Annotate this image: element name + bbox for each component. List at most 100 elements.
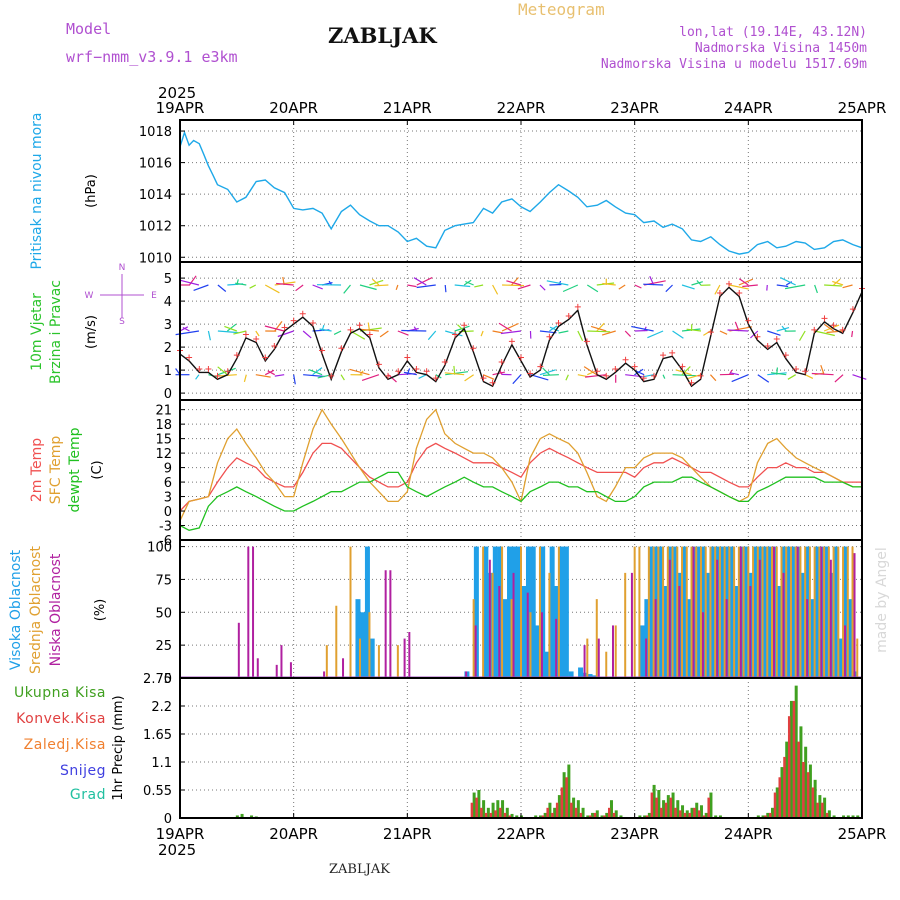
wind-barb <box>480 330 484 337</box>
y-tick-label: 1016 <box>139 157 172 172</box>
wind-barb <box>672 374 697 377</box>
precip-bar-total <box>775 787 779 818</box>
wind-speed-mark <box>480 375 487 382</box>
wind-barb <box>255 374 271 378</box>
precip-bar-convective <box>560 787 564 818</box>
wind-barb <box>787 374 796 380</box>
wind-speed-mark <box>773 336 780 343</box>
cloud-bar-high <box>492 546 498 678</box>
top-date-label: 21APR <box>383 99 432 117</box>
wind-barb <box>267 370 276 376</box>
cloud-bar-high <box>776 586 782 678</box>
cloud-bar-high <box>563 546 569 678</box>
cloud-bar-high <box>587 674 593 678</box>
wind-barb <box>820 365 825 375</box>
wind-barb <box>395 284 399 290</box>
precip-bar-convective <box>503 812 507 818</box>
y-tick-label: -6 <box>159 534 172 549</box>
precip-bar-total <box>699 805 703 818</box>
precip-bar-total <box>647 812 651 818</box>
wind-speed-mark <box>527 370 534 377</box>
wind-speed-mark <box>404 354 411 361</box>
precip-legend-item-3: Zaledj.Kisa <box>24 737 106 753</box>
precip-bar-convective <box>546 807 549 818</box>
precip-bar-convective <box>707 797 710 818</box>
cloud-legend-low: Niska Oblacnost <box>48 553 64 666</box>
wind-barb <box>662 374 666 379</box>
precip-bar-total <box>619 815 623 818</box>
wind-speed-mark <box>583 338 590 345</box>
model-elevation: Nadmorska Visina u modelu 1517.69m <box>600 57 867 72</box>
wind-barb <box>427 330 437 341</box>
precip-bar-total <box>477 790 481 818</box>
wind-unit-label: (m/s) <box>84 315 99 349</box>
wind-barb <box>729 284 749 290</box>
precip-bar-convective <box>787 716 791 818</box>
wind-barb <box>274 374 285 377</box>
y-tick-label: 12 <box>155 447 172 462</box>
wind-barb <box>295 284 304 292</box>
y-tick-label: 5 <box>164 272 172 287</box>
precip-bar-total <box>496 800 500 818</box>
precip-bar-total <box>666 795 670 818</box>
wind-barb <box>643 283 664 286</box>
precip-bar-total <box>761 815 765 818</box>
y-tick-label: 6 <box>164 476 172 491</box>
wind-speed-mark <box>366 331 373 338</box>
wind-barb <box>511 277 519 286</box>
cloud-bar-high <box>639 625 645 678</box>
precip-bar-convective <box>783 756 786 818</box>
wind-barb <box>182 326 190 332</box>
precip-bar-total <box>510 813 514 818</box>
precip-bar-total <box>827 810 831 818</box>
wind-barb <box>649 276 655 286</box>
wind-speed-mark <box>498 359 505 366</box>
compass-s: S <box>119 317 125 327</box>
wind-speed-mark <box>470 345 477 352</box>
cloud-bar-high <box>743 546 749 678</box>
wind-barb <box>308 369 323 376</box>
precip-bar-total <box>543 812 547 818</box>
wind-speed-mark <box>356 322 363 329</box>
top-date-label: 19APR <box>156 99 205 117</box>
wind-speed-mark <box>830 322 837 329</box>
wind-speed-mark <box>622 356 629 363</box>
cloud-bar-high <box>734 586 740 678</box>
precip-bar-convective <box>769 812 772 818</box>
wind-barb <box>558 330 569 334</box>
wind-speed-mark <box>413 365 420 372</box>
wind-barb <box>361 374 380 381</box>
precip-bar-convective <box>551 812 554 818</box>
wind-barb <box>539 369 556 376</box>
precip-bar-total <box>785 741 789 818</box>
grid-layer <box>180 120 862 819</box>
precip-bar-convective <box>821 802 824 818</box>
wind-barb <box>681 366 691 376</box>
wind-barb <box>631 325 654 332</box>
wind-speed-mark <box>688 379 695 386</box>
cloud-bar-high <box>753 546 759 678</box>
wind-barb <box>727 329 749 332</box>
cloud-bar-high <box>473 546 479 678</box>
wind-speed-mark <box>764 342 771 349</box>
precip-bar-total <box>609 800 613 818</box>
y-tick-label: 2 <box>164 341 172 356</box>
precip-bar-total <box>823 797 827 818</box>
precip-bar-total <box>505 807 509 818</box>
wind-barb <box>401 329 427 332</box>
wind-barb <box>413 277 427 286</box>
precip-bar-total <box>718 815 722 818</box>
wind-barb <box>217 284 227 292</box>
wind-speed-mark <box>281 324 288 331</box>
wind-speed-mark <box>461 322 468 329</box>
wind-barb <box>454 284 471 288</box>
wind-barb <box>416 284 436 289</box>
precip-bar-convective <box>660 807 663 818</box>
wind-barb <box>359 284 377 291</box>
wind-barb <box>379 330 389 338</box>
temp-legend-sfc: SFC Temp <box>48 436 64 505</box>
cloud-bar-high <box>544 651 550 678</box>
wind-barb <box>710 374 717 382</box>
wind-speed-mark <box>546 333 553 340</box>
precip-bar-convective <box>589 815 592 818</box>
